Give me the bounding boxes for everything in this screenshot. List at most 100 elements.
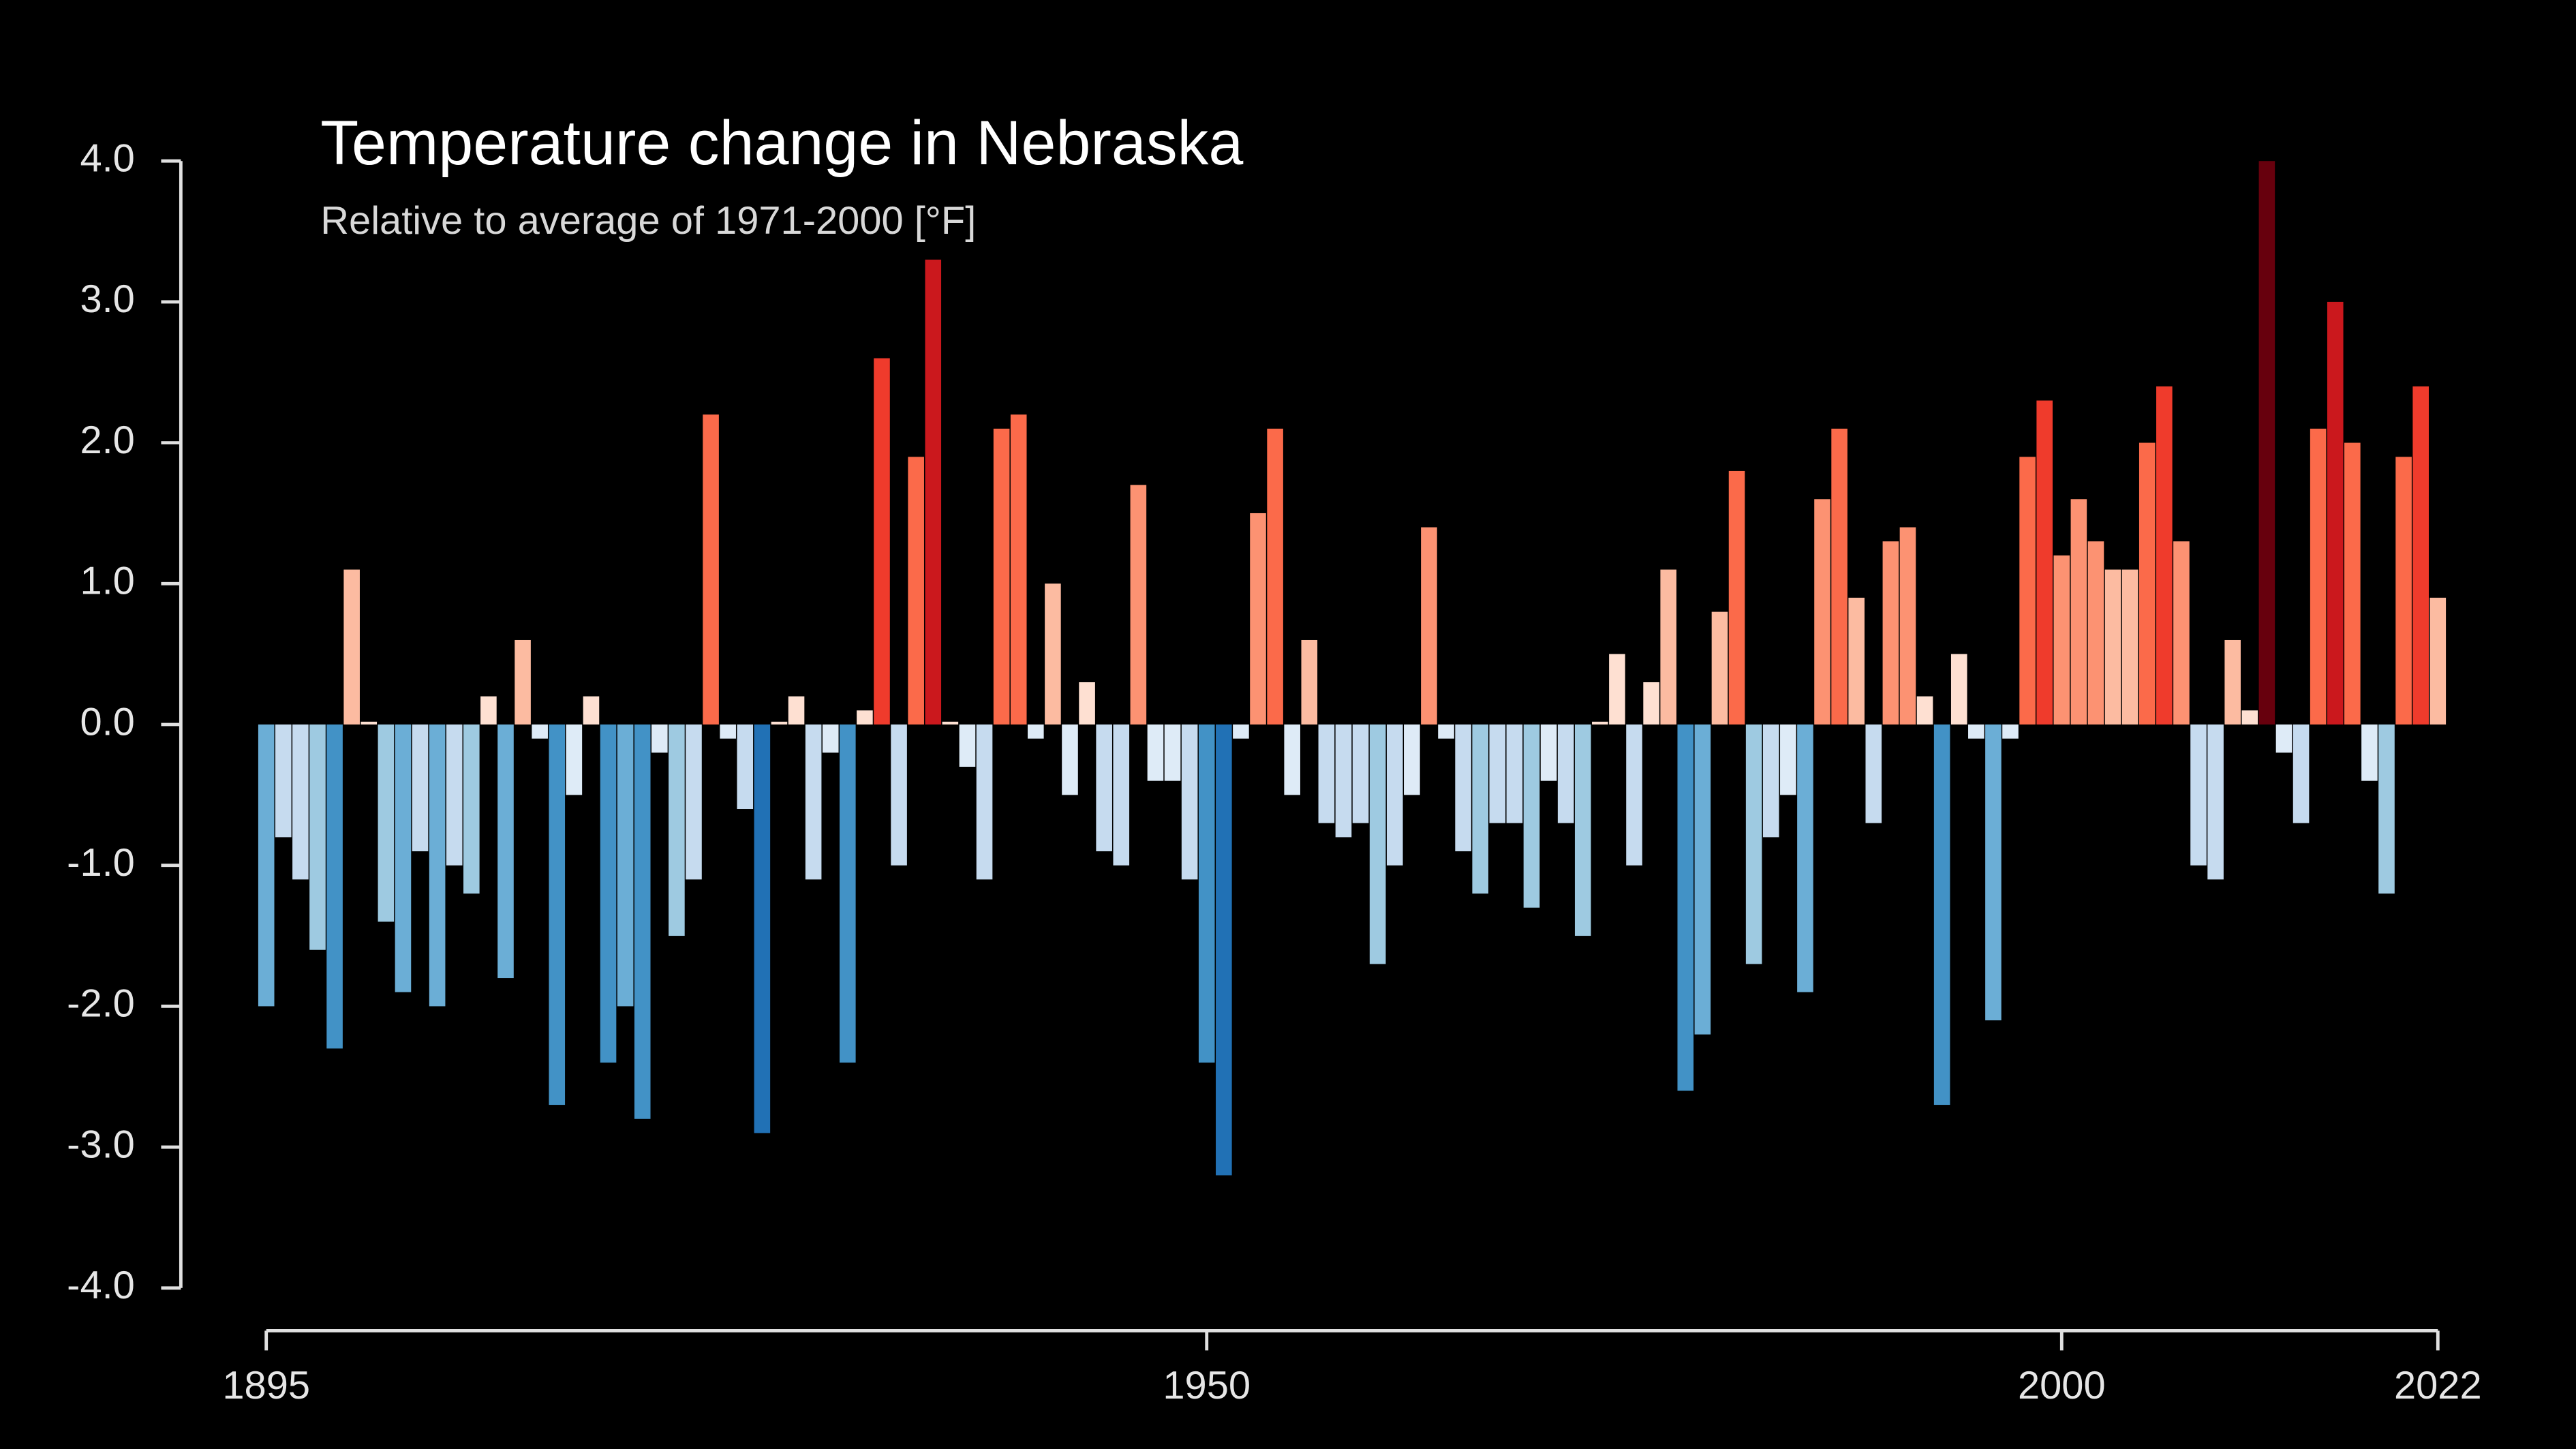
bar bbox=[634, 724, 651, 1119]
y-tick-label: 4.0 bbox=[80, 137, 134, 181]
bar bbox=[1916, 696, 1933, 724]
bar bbox=[2173, 541, 2190, 724]
bar bbox=[1301, 639, 1318, 724]
bar bbox=[1899, 527, 1916, 724]
bar bbox=[1694, 724, 1711, 1035]
bar bbox=[2344, 442, 2361, 724]
bar bbox=[1677, 724, 1694, 1091]
bar bbox=[686, 724, 702, 880]
bar bbox=[2156, 386, 2173, 724]
bar bbox=[2121, 569, 2138, 724]
bar bbox=[720, 724, 736, 739]
bar bbox=[1780, 724, 1796, 795]
bar bbox=[1421, 527, 1437, 724]
bar bbox=[1181, 724, 1198, 880]
bar bbox=[412, 724, 429, 852]
bar bbox=[2019, 457, 2036, 724]
x-tick-label: 1950 bbox=[1163, 1364, 1251, 1407]
bar bbox=[1489, 724, 1506, 823]
bar bbox=[446, 724, 463, 866]
bar bbox=[1865, 724, 1882, 823]
bar bbox=[788, 696, 805, 724]
bar bbox=[1711, 611, 1728, 724]
bar bbox=[1797, 724, 1813, 992]
bar bbox=[1985, 724, 2002, 1021]
bar bbox=[1147, 724, 1164, 781]
bar bbox=[1113, 724, 1130, 866]
bar bbox=[1284, 724, 1300, 795]
bar bbox=[2327, 301, 2344, 725]
bar bbox=[1216, 724, 1232, 1176]
bar bbox=[1968, 724, 1984, 739]
y-tick-label: 3.0 bbox=[80, 277, 134, 321]
bar bbox=[2293, 724, 2310, 823]
bar bbox=[703, 414, 719, 724]
bar bbox=[378, 724, 395, 922]
bar bbox=[1438, 724, 1454, 739]
bar bbox=[822, 724, 839, 753]
bar bbox=[1028, 724, 1044, 739]
bar bbox=[1233, 724, 1249, 739]
bar bbox=[549, 724, 566, 1105]
bar bbox=[925, 259, 942, 724]
bar bbox=[463, 724, 480, 894]
bar bbox=[1062, 724, 1078, 795]
bar bbox=[669, 724, 685, 936]
chart-title: Temperature change in Nebraska bbox=[320, 108, 1243, 178]
bar bbox=[942, 721, 959, 724]
bar bbox=[754, 724, 771, 1133]
bar bbox=[651, 724, 668, 753]
bar bbox=[1010, 414, 1027, 724]
bar bbox=[1745, 724, 1762, 964]
bar bbox=[1164, 724, 1181, 781]
bar bbox=[258, 724, 275, 1007]
bar bbox=[2412, 386, 2429, 724]
bar bbox=[1933, 724, 1950, 1105]
bar bbox=[2087, 541, 2104, 724]
bar bbox=[2395, 457, 2412, 724]
y-tick-label: 1.0 bbox=[80, 560, 134, 603]
bar bbox=[1814, 499, 1830, 724]
bar bbox=[2378, 724, 2395, 894]
bar bbox=[1882, 541, 1899, 724]
bar bbox=[1540, 724, 1557, 781]
bar bbox=[874, 358, 890, 724]
bar bbox=[583, 696, 600, 724]
bar bbox=[2070, 499, 2087, 724]
y-tick-label: 0.0 bbox=[80, 700, 134, 744]
bar bbox=[1831, 428, 1847, 724]
bar bbox=[275, 724, 292, 838]
bar bbox=[1386, 724, 1403, 866]
x-tick-label: 2000 bbox=[2018, 1364, 2106, 1407]
bar bbox=[2053, 555, 2070, 724]
bar bbox=[1574, 724, 1591, 936]
bar bbox=[600, 724, 617, 1063]
bar bbox=[993, 428, 1010, 724]
bar bbox=[1250, 513, 1266, 724]
bar bbox=[959, 724, 976, 767]
bar bbox=[1335, 724, 1352, 838]
y-tick-label: -1.0 bbox=[67, 841, 135, 885]
y-tick-label: 2.0 bbox=[80, 418, 134, 462]
bar bbox=[395, 724, 412, 992]
bar bbox=[1660, 569, 1676, 724]
bar bbox=[292, 724, 309, 880]
chart-subtitle: Relative to average of 1971-2000 [°F] bbox=[320, 199, 976, 243]
y-tick-label: -3.0 bbox=[67, 1123, 135, 1166]
bar bbox=[2036, 400, 2053, 724]
bar bbox=[480, 696, 497, 724]
bar bbox=[2104, 569, 2121, 724]
bar bbox=[497, 724, 514, 979]
bar bbox=[1318, 724, 1335, 823]
bar bbox=[1079, 682, 1095, 724]
bar bbox=[2258, 161, 2275, 724]
bar bbox=[1592, 721, 1608, 724]
bar bbox=[1404, 724, 1420, 795]
bar bbox=[840, 724, 856, 1063]
bar bbox=[309, 724, 326, 950]
bar bbox=[2138, 442, 2156, 724]
bar bbox=[737, 724, 754, 810]
bar bbox=[1352, 724, 1369, 823]
